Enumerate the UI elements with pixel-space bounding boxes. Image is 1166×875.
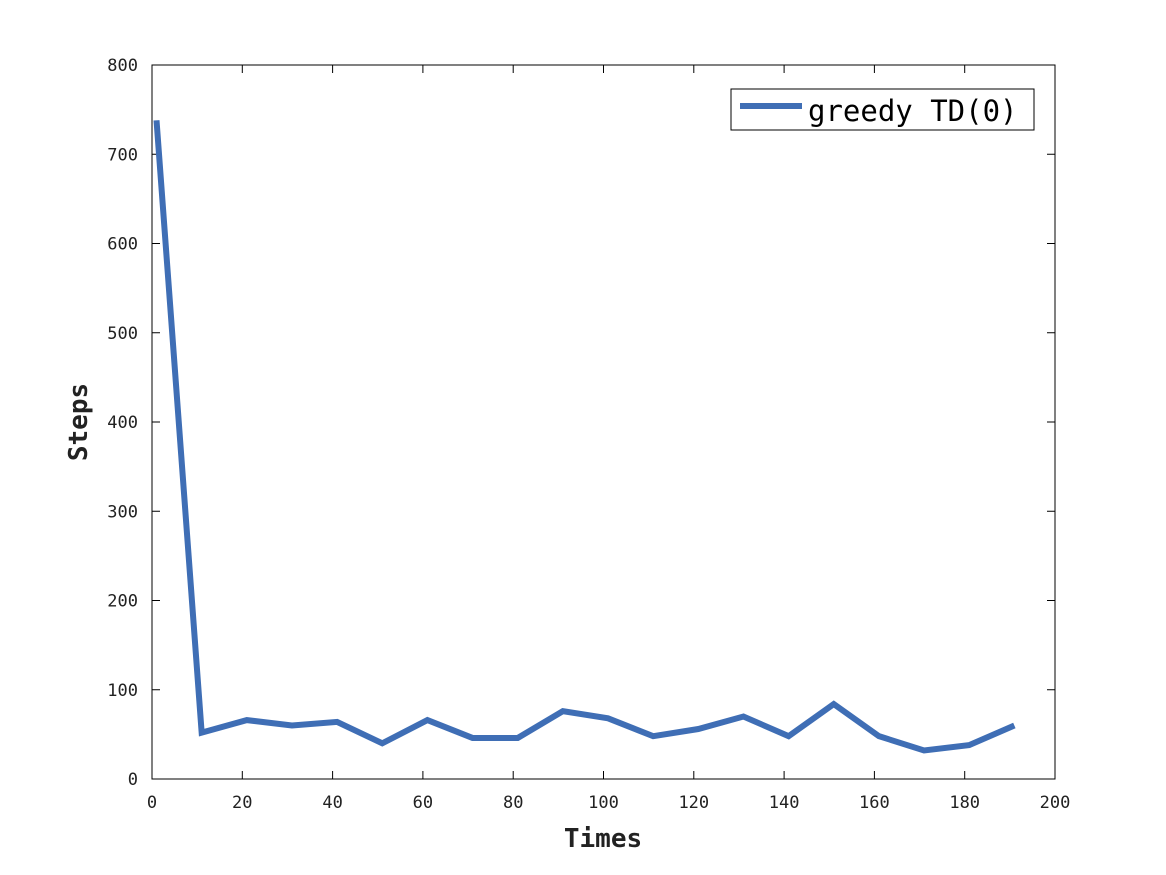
y-tick-label: 300 bbox=[107, 502, 138, 522]
x-tick-label: 140 bbox=[769, 793, 800, 813]
x-tick-label: 200 bbox=[1040, 793, 1071, 813]
y-tick-label: 800 bbox=[107, 56, 138, 76]
y-tick-label: 500 bbox=[107, 324, 138, 344]
x-tick-label: 160 bbox=[859, 793, 890, 813]
x-tick-label: 100 bbox=[588, 793, 619, 813]
x-tick-label: 0 bbox=[147, 793, 157, 813]
axis-tick-labels: 0 20 40 60 80 100 120 140 160 180 200 0 100 200 300 400… bbox=[107, 56, 1070, 813]
y-tick-label: 200 bbox=[107, 592, 138, 612]
y-tick-label: 400 bbox=[107, 413, 138, 433]
plot-area bbox=[151, 64, 1056, 780]
axis-ticks bbox=[151, 64, 1056, 780]
legend: greedy TD(0) bbox=[730, 88, 1035, 131]
y-tick-label: 600 bbox=[107, 235, 138, 255]
y-tick-label: 0 bbox=[128, 770, 138, 790]
x-tick-label: 20 bbox=[232, 793, 252, 813]
x-tick-label: 80 bbox=[503, 793, 523, 813]
y-axis-label: Steps bbox=[64, 383, 94, 461]
series-layer bbox=[153, 120, 1016, 754]
x-tick-label: 40 bbox=[322, 793, 342, 813]
legend-box bbox=[730, 88, 1035, 131]
legend-label-greedy-td0: greedy TD(0) bbox=[808, 94, 1018, 128]
x-tick-label: 60 bbox=[413, 793, 433, 813]
y-tick-label: 100 bbox=[107, 681, 138, 701]
x-axis-label: Times bbox=[564, 824, 642, 854]
series-line-0 bbox=[153, 120, 1016, 754]
x-tick-label: 120 bbox=[678, 793, 709, 813]
x-tick-label: 180 bbox=[949, 793, 980, 813]
y-tick-label: 700 bbox=[107, 145, 138, 165]
